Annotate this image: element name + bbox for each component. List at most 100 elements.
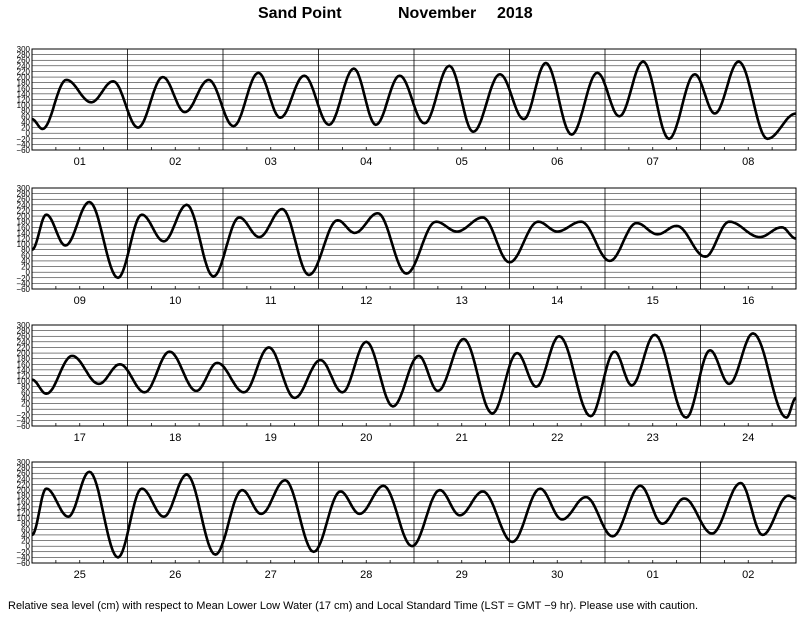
day-label: 14 xyxy=(551,295,563,307)
day-label: 13 xyxy=(456,295,468,307)
day-label: 25 xyxy=(74,569,86,581)
year-label: 2018 xyxy=(497,5,533,22)
y-tick-label: 220 xyxy=(17,480,31,489)
y-tick-label: 140 xyxy=(17,229,31,238)
y-tick-label: 80 xyxy=(21,520,30,529)
y-tick-label: 180 xyxy=(17,492,31,501)
y-tick-label: 40 xyxy=(21,257,30,266)
y-tick-label: 180 xyxy=(17,79,31,88)
y-tick-label: 160 xyxy=(17,223,31,232)
panel-frame xyxy=(31,324,797,427)
y-tick-label: 80 xyxy=(21,246,30,255)
y-tick-label: 160 xyxy=(17,497,31,506)
day-label: 20 xyxy=(360,432,372,444)
y-tick-label: 300 xyxy=(17,458,31,467)
y-tick-label: 120 xyxy=(17,96,31,105)
y-tick-label: −40 xyxy=(16,553,30,562)
y-tick-label: 240 xyxy=(17,475,31,484)
y-tick-label: 220 xyxy=(17,343,31,352)
day-label: 27 xyxy=(265,569,277,581)
y-tick-label: 80 xyxy=(21,383,30,392)
y-tick-label: 0 xyxy=(26,268,31,277)
day-label: 10 xyxy=(169,295,181,307)
y-tick-label: 20 xyxy=(21,400,30,409)
y-tick-label: 0 xyxy=(26,405,31,414)
y-tick-label: −20 xyxy=(16,411,30,420)
y-tick-label: 40 xyxy=(21,118,30,127)
y-tick-label: 280 xyxy=(17,327,31,336)
y-tick-label: −20 xyxy=(16,274,30,283)
day-label: 08 xyxy=(742,156,754,168)
y-tick-label: 40 xyxy=(21,394,30,403)
footer-note: Relative sea level (cm) with respect to … xyxy=(8,600,699,612)
y-tick-label: 140 xyxy=(17,503,31,512)
y-tick-label: 140 xyxy=(17,366,31,375)
panel-frame xyxy=(31,461,797,564)
tide-curve xyxy=(31,60,797,141)
day-label: 04 xyxy=(360,156,372,168)
day-label: 03 xyxy=(265,156,277,168)
tide-curve xyxy=(31,470,797,559)
day-label: 05 xyxy=(456,156,468,168)
day-label: 11 xyxy=(265,295,276,307)
y-tick-label: 160 xyxy=(17,360,31,369)
day-label: 28 xyxy=(360,569,372,581)
tide-curve xyxy=(31,200,797,280)
y-tick-label: 180 xyxy=(17,218,31,227)
y-tick-label: 60 xyxy=(21,112,30,121)
y-tick-label: 280 xyxy=(17,51,31,60)
y-tick-label: 280 xyxy=(17,464,31,473)
y-tick-label: 20 xyxy=(21,537,30,546)
y-tick-label: 100 xyxy=(17,240,31,249)
y-tick-label: 220 xyxy=(17,67,31,76)
day-label: 17 xyxy=(74,432,86,444)
day-label: 23 xyxy=(647,432,659,444)
y-tick-label: 200 xyxy=(17,486,31,495)
y-tick-label: 220 xyxy=(17,206,31,215)
y-tick-label: 200 xyxy=(17,73,31,82)
y-tick-label: 240 xyxy=(17,201,31,210)
panel-3: 3002802602402202001801601401201008060402… xyxy=(16,321,797,444)
day-label: 09 xyxy=(74,295,86,307)
y-tick-label: 60 xyxy=(21,388,30,397)
day-label: 24 xyxy=(742,432,754,444)
y-tick-label: 100 xyxy=(17,101,31,110)
y-tick-label: −40 xyxy=(16,416,30,425)
y-tick-label: 280 xyxy=(17,190,31,199)
y-tick-label: −20 xyxy=(16,548,30,557)
station-name: Sand Point xyxy=(258,5,342,22)
day-label: 15 xyxy=(647,295,659,307)
panel-4: 3002802602402202001801601401201008060402… xyxy=(16,458,797,581)
day-label: 18 xyxy=(169,432,181,444)
tide-curve xyxy=(31,332,797,419)
day-label: 01 xyxy=(74,156,86,168)
y-tick-label: 260 xyxy=(17,469,31,478)
day-label: 29 xyxy=(456,569,468,581)
panel-2: 3002802602402202001801601401201008060402… xyxy=(16,184,797,307)
day-label: 30 xyxy=(551,569,563,581)
y-tick-label: 20 xyxy=(21,263,30,272)
day-label: 01 xyxy=(647,569,659,581)
y-tick-label: −40 xyxy=(16,140,30,149)
y-tick-label: 120 xyxy=(17,235,31,244)
y-tick-label: 160 xyxy=(17,84,31,93)
day-label: 22 xyxy=(551,432,563,444)
y-tick-label: 0 xyxy=(26,129,31,138)
y-tick-label: 240 xyxy=(17,62,31,71)
y-tick-label: 300 xyxy=(17,184,31,193)
y-tick-label: 80 xyxy=(21,107,30,116)
y-tick-label: 140 xyxy=(17,90,31,99)
month-label: November xyxy=(398,5,477,22)
y-tick-label: 260 xyxy=(17,195,31,204)
y-tick-label: 260 xyxy=(17,56,31,65)
y-tick-label: 120 xyxy=(17,372,31,381)
y-tick-label: 300 xyxy=(17,321,31,330)
y-tick-label: 200 xyxy=(17,349,31,358)
y-tick-label: 100 xyxy=(17,377,31,386)
y-tick-label: −60 xyxy=(16,146,30,155)
day-label: 26 xyxy=(169,569,181,581)
day-label: 21 xyxy=(456,432,468,444)
y-tick-label: 240 xyxy=(17,338,31,347)
y-tick-label: 60 xyxy=(21,251,30,260)
